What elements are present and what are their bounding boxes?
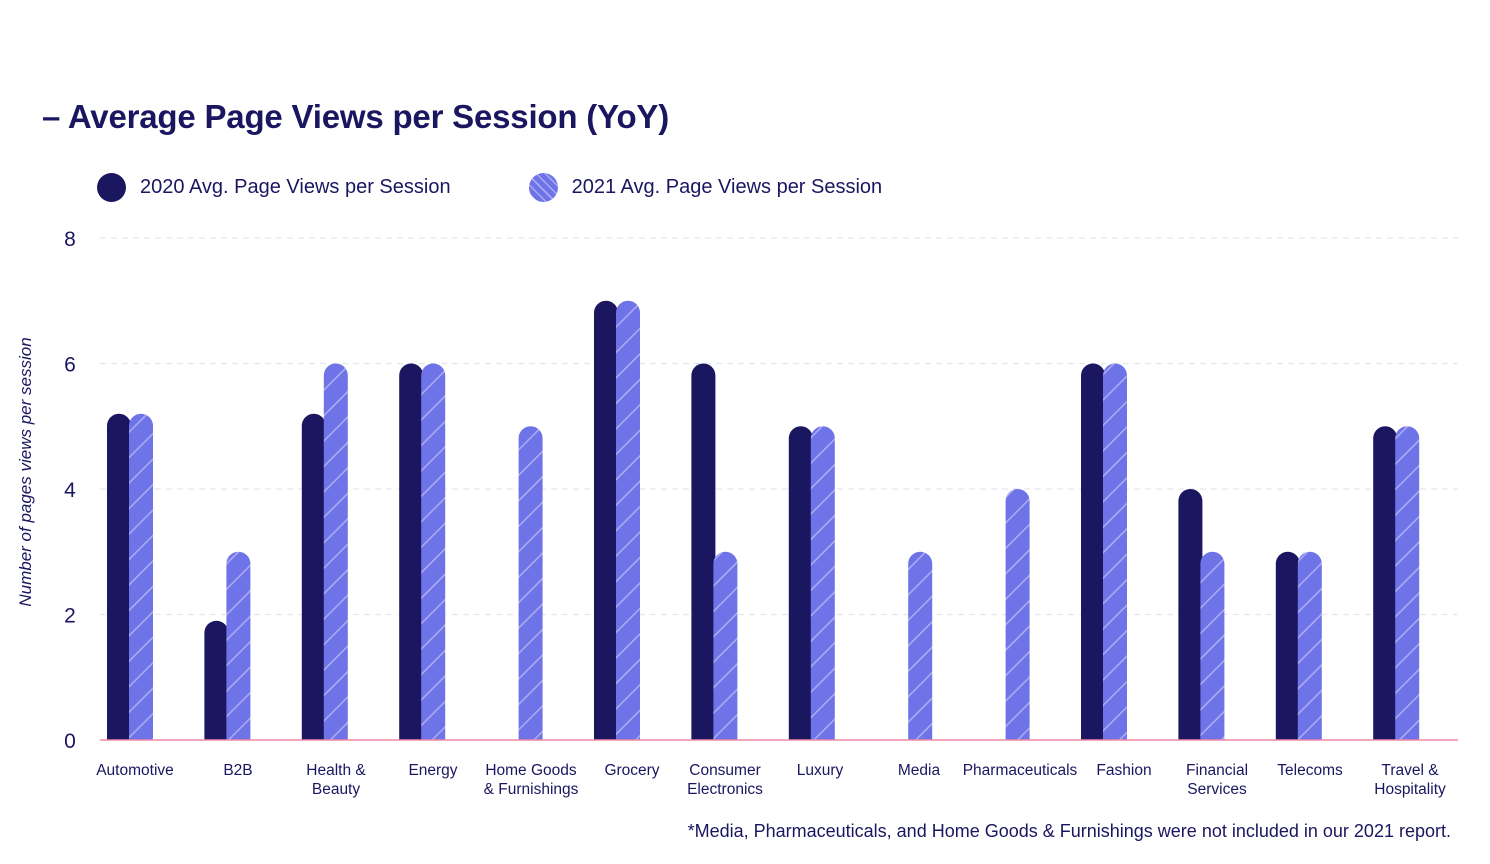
bar-2020-health-beauty[interactable] (301, 413, 326, 740)
bar-2020-financial-services[interactable] (1178, 489, 1203, 740)
bar-2021-media[interactable] (908, 551, 933, 740)
chart-title: – Average Page Views per Session (YoY) (42, 98, 670, 135)
legend-item-2021[interactable]: 2021 Avg. Page Views per Session (528, 173, 883, 202)
bar-2020-travel-hospitality[interactable] (1373, 426, 1398, 740)
bar-2021-home-goods-furnishings[interactable] (518, 426, 543, 740)
x-tick-label: Financial Services (1186, 762, 1248, 798)
bar-2021-grocery[interactable] (616, 300, 640, 740)
y-tick-label: 4 (64, 479, 76, 502)
chart-legend: 2020 Avg. Page Views per Session 2021 Av… (97, 173, 960, 202)
bar-2021-luxury[interactable] (810, 426, 835, 740)
y-tick-label: 8 (64, 228, 76, 251)
bar-2020-energy[interactable] (399, 363, 424, 741)
legend-item-2020[interactable]: 2020 Avg. Page Views per Session (97, 173, 451, 202)
bar-2020-automotive[interactable] (107, 413, 131, 740)
bar-2021-automotive[interactable] (129, 413, 153, 740)
bar-2021-financial-services[interactable] (1200, 551, 1225, 740)
y-tick-label: 6 (64, 354, 76, 377)
bar-2021-pharmaceuticals[interactable] (1005, 489, 1030, 740)
bar-2021-travel-hospitality[interactable] (1395, 426, 1420, 740)
legend-swatch-2020 (97, 173, 126, 202)
legend-label-2020: 2020 Avg. Page Views per Session (140, 176, 451, 198)
bar-2021-telecoms[interactable] (1297, 551, 1322, 740)
x-tick-label: Media (898, 762, 941, 779)
y-tick-label: 2 (64, 605, 76, 628)
x-tick-label: Health & Beauty (306, 762, 366, 798)
x-tick-label: Travel & Hospitality (1374, 762, 1446, 798)
bar-2021-energy[interactable] (421, 363, 446, 741)
x-tick-label: Luxury (797, 762, 844, 779)
chart-footnote: *Media, Pharmaceuticals, and Home Goods … (687, 821, 1451, 841)
bar-2020-consumer-electronics[interactable] (691, 363, 716, 741)
bar-2020-b2b[interactable] (204, 620, 229, 740)
x-tick-label: Fashion (1096, 762, 1151, 779)
x-tick-label: Consumer Electronics (687, 762, 763, 798)
x-tick-label: Telecoms (1277, 762, 1343, 779)
bar-2021-health-beauty[interactable] (323, 363, 348, 741)
y-axis-label: Number of pages views per session (16, 337, 35, 606)
x-tick-label: Energy (408, 762, 457, 779)
x-tick-label: Home Goods & Furnishings (484, 762, 579, 798)
x-tick-label: Automotive (96, 762, 174, 779)
x-tick-label: Pharmaceuticals (963, 762, 1078, 779)
x-tick-label: B2B (223, 762, 252, 779)
y-tick-label: 0 (64, 730, 76, 753)
bar-2020-grocery[interactable] (594, 300, 618, 740)
legend-swatch-2021 (528, 173, 558, 202)
bar-2021-fashion[interactable] (1103, 363, 1127, 741)
legend-label-2021: 2021 Avg. Page Views per Session (571, 176, 883, 198)
bar-2021-consumer-electronics[interactable] (713, 551, 738, 740)
bar-2020-luxury[interactable] (788, 426, 813, 740)
bar-2021-b2b[interactable] (226, 551, 251, 740)
x-tick-label: Grocery (604, 762, 659, 779)
bar-2020-fashion[interactable] (1081, 363, 1105, 741)
bar-2020-telecoms[interactable] (1275, 551, 1300, 740)
